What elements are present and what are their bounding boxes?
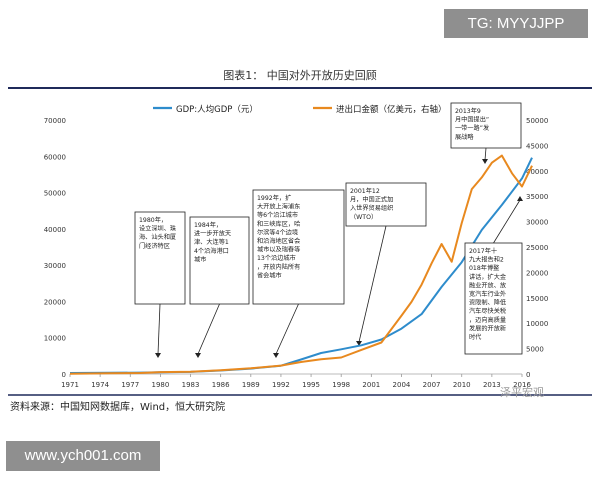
x-tick-label: 1983 — [182, 381, 200, 389]
annotation-text: 1980年，设立深圳、珠海、汕头和厦门经济特区 — [139, 216, 177, 250]
y-right-tick-label: 35000 — [526, 193, 548, 201]
chart-title: 图表1： 中国对外开放历史回顾 — [223, 68, 377, 82]
callout-arrowhead — [195, 353, 201, 358]
y-left-tick-label: 20000 — [44, 298, 66, 306]
y-right-tick-label: 0 — [526, 371, 530, 379]
callout-lines — [155, 147, 523, 358]
annotation-box — [189, 216, 250, 305]
y-right-tick-label: 15000 — [526, 295, 548, 303]
x-tick-label: 1974 — [91, 381, 109, 389]
annotation-box — [450, 102, 522, 149]
x-tick-label: 1998 — [332, 381, 350, 389]
x-tick-label: 1977 — [121, 381, 139, 389]
callouts: 1980年，设立深圳、珠海、汕头和厦门经济特区 1984年，进一步开放天津、大连等… — [134, 102, 523, 355]
x-tick-label: 2001 — [362, 381, 380, 389]
callout-arrow — [157, 303, 161, 355]
y-left-tick-label: 50000 — [44, 190, 66, 198]
annotation-text: 1992年，扩大开放上海浦东等6个沿江城市和三峡库区，哈尔滨等4个边境和沿海地区… — [257, 194, 300, 279]
axes: 1971 1974 1977 1980 1983 1986 1989 1992 1995 1998… — [44, 117, 549, 389]
callout-arrowhead — [356, 341, 362, 346]
annotation-text: 2001年12 月，中国正式加入世界贸易组织（WTO） — [350, 187, 393, 221]
y-right-tick-label: 5000 — [526, 346, 544, 354]
x-tick-label: 2016 — [513, 381, 531, 389]
plot-lines — [69, 154, 533, 375]
x-tick-label: 2004 — [393, 381, 411, 389]
y-left-tick-label: 0 — [62, 371, 66, 379]
callout-arrow — [197, 303, 220, 355]
x-tick-label: 1986 — [212, 381, 230, 389]
wechat-watermark: 泽平宏观 — [500, 385, 544, 399]
x-tick-label: 1980 — [151, 381, 169, 389]
y-right-tick-label: 40000 — [526, 168, 548, 176]
x-tick-label: 2007 — [423, 381, 441, 389]
callout-arrow — [275, 303, 299, 355]
y-left-tick-label: 10000 — [44, 335, 66, 343]
y-right-tick-label: 25000 — [526, 244, 548, 252]
annotation-box — [134, 211, 186, 305]
callout-arrowhead — [517, 196, 523, 201]
callout-arrow — [484, 147, 487, 161]
y-right-tick-label: 30000 — [526, 219, 548, 227]
x-tick-label: 2010 — [453, 381, 471, 389]
callout-arrowhead — [155, 353, 161, 358]
x-tick-label: 1992 — [272, 381, 290, 389]
callout-arrow — [358, 225, 387, 343]
y-right-tick-label: 10000 — [526, 320, 548, 328]
y-right-tick-label: 50000 — [526, 117, 548, 125]
annotation-text: 2013年9 月中国提出“一带一路”发展战略 — [455, 107, 489, 141]
y-right-tick-label: 45000 — [526, 142, 548, 150]
y-left-tick-label: 60000 — [44, 153, 66, 161]
callout-arrow — [493, 199, 521, 244]
x-tick-label: 2013 — [483, 381, 501, 389]
legend-label-trade: 进出口金额（亿美元，右轴） — [336, 104, 447, 115]
watermark-banner-top: TG: MYYJJPP — [444, 9, 588, 38]
callout-arrowhead — [273, 353, 279, 358]
legend-label-gdp: GDP:人均GDP（元） — [176, 104, 258, 115]
y-right-tick-label: 20000 — [526, 269, 548, 277]
annotation-box — [464, 242, 523, 355]
annotation-text: 2017年十九大报告和2 018年博鳌讲话，扩大金融业开放、放宽汽车行业外资限制、… — [469, 247, 507, 341]
callout-arrowhead — [482, 159, 488, 164]
y-left-tick-label: 40000 — [44, 226, 66, 234]
annotation-box — [345, 182, 427, 227]
x-tick-label: 1995 — [302, 381, 320, 389]
x-tick-label: 1971 — [61, 381, 79, 389]
y-left-tick-label: 30000 — [44, 262, 66, 270]
watermark-banner-bottom: www.ych001.com — [6, 441, 160, 471]
y-left-tick-label: 70000 — [44, 117, 66, 125]
series-line-trade — [69, 154, 533, 375]
source-note: 资料来源：中国知网数据库，Wind，恒大研究院 — [10, 400, 225, 413]
legend: GDP:人均GDP（元） 进出口金额（亿美元，右轴） — [153, 104, 447, 115]
annotation-box — [252, 189, 345, 305]
annotation-text: 1984年，进一步开放天津、大连等1 4个沿海港口城市 — [194, 221, 231, 263]
x-tick-label: 1989 — [242, 381, 260, 389]
